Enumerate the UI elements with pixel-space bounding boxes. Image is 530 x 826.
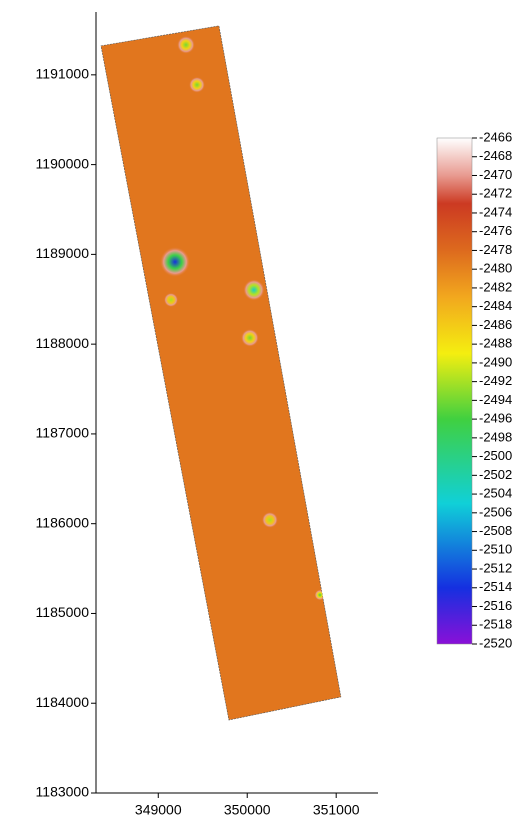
colorbar-tick-label: -2472 [479,186,512,201]
y-tick-label: 1186000 [36,514,90,530]
colorbar-tick-label: -2474 [479,204,512,219]
colorbar-tick-label: -2500 [479,448,512,463]
y-tick-label: 1185000 [36,604,90,620]
colorbar-tick-label: -2496 [479,411,512,426]
colorbar-tick-label: -2504 [479,486,512,501]
colorbar-tick-label: -2490 [479,354,512,369]
crater [241,329,259,347]
colorbar-tick-label: -2484 [479,298,512,313]
colorbar-tick-label: -2498 [479,429,512,444]
colorbar-tick-label: -2466 [479,129,512,144]
crater [164,293,178,307]
map: -2466 -2468 -2470 -2472 -2474 -2476 -2478 -2480… [0,0,530,826]
colorbar-tick-label: -2488 [479,336,512,351]
colorbar-tick-label: -2518 [479,617,512,632]
crater [160,247,190,277]
colorbar-tick-label: -2508 [479,523,512,538]
y-tick-label: 1187000 [36,425,90,441]
colorbar-tick-label: -2494 [479,392,512,407]
colorbar-tick-label: -2516 [479,598,512,613]
colorbar-tick-label: -2482 [479,279,512,294]
y-tick-label: 1190000 [36,155,90,171]
y-tick-label: 1183000 [36,784,90,800]
y-tick-label: 1189000 [36,245,90,261]
crater [262,512,278,528]
colorbar-tick-label: -2478 [479,242,512,257]
colorbar-tick-label: -2502 [479,467,512,482]
colorbar-tick-label: -2476 [479,223,512,238]
y-tick-label: 1191000 [36,66,90,82]
x-tick-label: 351000 [313,802,360,818]
colorbar-tick-label: -2520 [479,635,512,650]
colorbar-tick-label: -2506 [479,504,512,519]
strip [101,26,341,720]
colorbar-tick-label: -2510 [479,542,512,557]
colorbar-tick-label: -2514 [479,579,512,594]
x-tick-label: 349000 [135,802,182,818]
colorbar-tick-label: -2492 [479,373,512,388]
colorbar-tick-label: -2512 [479,560,512,575]
colorbar-tick-label: -2470 [479,167,512,182]
colorbar-tick-label: -2468 [479,148,512,163]
crater [243,279,264,300]
crater [189,77,205,93]
y-tick-label: 1188000 [36,335,90,351]
colorbar-scale [437,138,472,644]
crater [315,590,326,601]
colorbar-tick-label: -2480 [479,261,512,276]
colorbar: -2466 -2468 -2470 -2472 -2474 -2476 -2478 -2480… [437,129,512,650]
crater [177,36,195,54]
x-tick-label: 350000 [224,802,271,818]
y-tick-label: 1184000 [36,694,90,710]
colorbar-tick-label: -2486 [479,317,512,332]
